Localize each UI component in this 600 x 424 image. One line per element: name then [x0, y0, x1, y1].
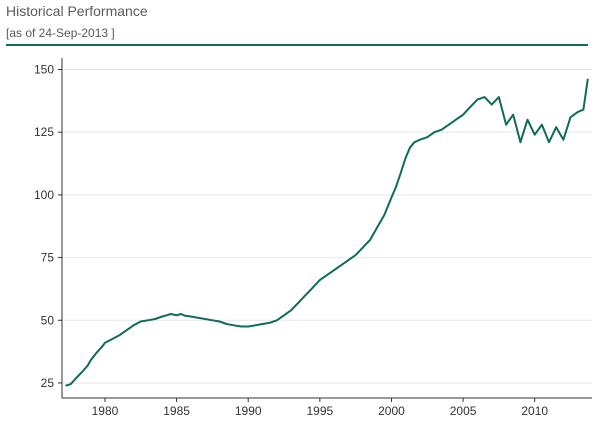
y-tick-label-25: 25 — [41, 376, 55, 390]
as-of-date: [as of 24-Sep-2013 ] — [6, 26, 115, 40]
series-line-0 — [65, 78, 589, 387]
x-tick-label-2000: 2000 — [378, 404, 405, 418]
x-tick-label-1980: 1980 — [92, 404, 119, 418]
y-tick-label-150: 150 — [34, 63, 54, 77]
gridlines — [62, 69, 592, 384]
x-tick-label-1985: 1985 — [163, 404, 190, 418]
axes — [61, 58, 592, 399]
chart-title: Historical Performance — [6, 3, 148, 19]
x-axis-ticks: 1980 1985 1990 1995 2000 2005 2010 — [92, 398, 548, 418]
y-axis-ticks: 25 50 75 100 125 150 — [34, 63, 62, 390]
y-tick-label-75: 75 — [41, 251, 55, 265]
x-tick-label-2010: 2010 — [521, 404, 548, 418]
x-tick-label-1990: 1990 — [235, 404, 262, 418]
header-divider — [6, 44, 588, 46]
series-layer — [65, 78, 589, 387]
y-tick-label-100: 100 — [34, 188, 54, 202]
x-tick-label-1995: 1995 — [306, 404, 333, 418]
x-tick-label-2005: 2005 — [450, 404, 477, 418]
y-tick-label-125: 125 — [34, 125, 54, 139]
y-tick-label-50: 50 — [41, 313, 55, 327]
